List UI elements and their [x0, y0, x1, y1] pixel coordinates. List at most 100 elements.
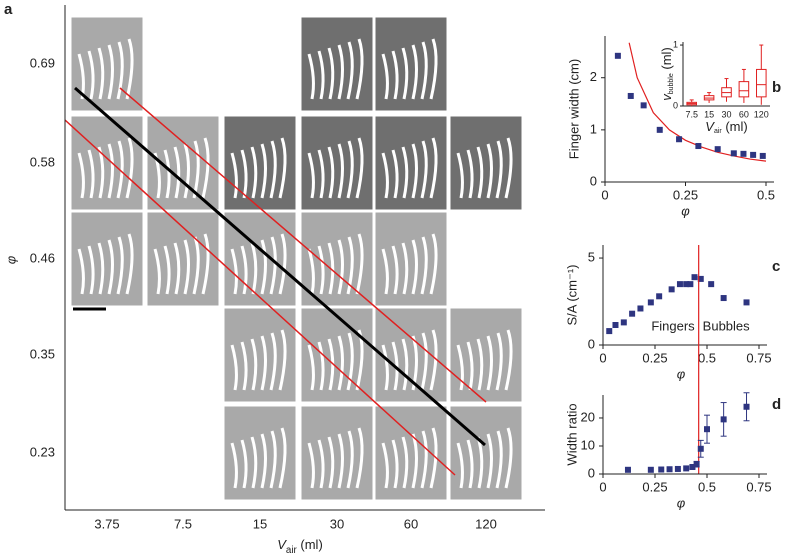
pattern: [411, 44, 418, 100]
point: [730, 150, 737, 157]
x-tick-label: 0.5: [698, 479, 716, 494]
pattern: [250, 436, 258, 489]
x-tick-label: 7.5: [685, 109, 698, 119]
axis-label: Finger width (cm): [566, 59, 581, 159]
point: [637, 305, 644, 312]
pattern: [420, 430, 428, 489]
point: [658, 466, 665, 473]
pattern: [466, 149, 474, 199]
y-tick-label: 0: [588, 465, 595, 480]
point: [666, 466, 673, 473]
pattern: [307, 344, 315, 391]
point: [620, 319, 627, 326]
pattern: [381, 344, 389, 391]
pattern: [77, 152, 85, 199]
x-tick-label: 120: [475, 516, 497, 531]
pattern: [355, 233, 364, 295]
x-tick-label: 120: [754, 109, 769, 119]
pattern: [77, 248, 85, 295]
y-tick-label: 5: [588, 249, 595, 264]
box: [756, 68, 767, 98]
pattern: [240, 341, 248, 391]
pattern: [355, 38, 364, 100]
pattern: [504, 137, 513, 199]
pattern: [355, 137, 364, 199]
pattern: [87, 245, 95, 295]
point: [714, 146, 721, 153]
pattern: [401, 146, 409, 199]
pattern: [230, 152, 238, 199]
point: [697, 445, 704, 452]
pattern: [116, 236, 124, 295]
pattern: [327, 47, 335, 100]
axis-label: φ: [677, 495, 686, 510]
point: [629, 310, 636, 317]
pattern: [317, 439, 325, 489]
pattern: [230, 442, 238, 489]
x-tick-label: 0: [601, 187, 608, 202]
point: [693, 461, 700, 468]
pattern: [107, 239, 114, 295]
pattern: [391, 341, 399, 391]
point: [656, 126, 663, 133]
axis-label: φ: [3, 255, 18, 264]
pattern: [327, 436, 335, 489]
y-tick-label: 0.58: [30, 154, 55, 169]
pattern: [420, 140, 428, 199]
x-axis-label: Vair (ml): [705, 119, 747, 134]
pattern: [355, 329, 364, 391]
pattern: [278, 329, 287, 391]
pattern: [269, 140, 277, 199]
pattern: [116, 140, 124, 199]
pattern: [317, 341, 325, 391]
pattern: [456, 344, 464, 391]
pattern: [183, 143, 190, 199]
pattern: [495, 430, 503, 489]
label-subscript: air: [286, 545, 298, 556]
pattern: [307, 53, 315, 100]
pattern: [476, 146, 484, 199]
pattern: [381, 248, 389, 295]
panel-label: d: [772, 396, 781, 413]
pattern: [337, 433, 344, 489]
pattern: [420, 332, 428, 391]
pattern: [278, 137, 287, 199]
panel-label: b: [772, 79, 781, 96]
pattern: [456, 152, 464, 199]
label-unit: (ml): [297, 537, 323, 552]
pattern: [317, 245, 325, 295]
point: [697, 275, 704, 282]
pattern: [240, 439, 248, 489]
y-tick-label: 0: [590, 173, 597, 188]
pattern: [466, 341, 474, 391]
pattern: [278, 233, 287, 295]
pattern: [486, 143, 493, 199]
pattern: [97, 242, 105, 295]
pattern: [429, 329, 438, 391]
point: [676, 281, 683, 288]
pattern: [391, 50, 399, 100]
pattern: [429, 137, 438, 199]
pattern: [411, 239, 418, 295]
x-tick-label: 15: [704, 109, 714, 119]
pattern: [317, 50, 325, 100]
axis-label: S/A (cm⁻¹): [564, 264, 579, 325]
point: [759, 152, 766, 159]
x-tick-label: 0.75: [746, 479, 771, 494]
pattern: [401, 436, 409, 489]
pattern: [346, 140, 354, 199]
point: [689, 463, 696, 470]
pattern: [429, 38, 438, 100]
pattern: [260, 143, 267, 199]
pattern: [153, 248, 161, 295]
pattern: [495, 140, 503, 199]
pattern: [260, 335, 267, 391]
pattern: [250, 338, 258, 391]
pattern: [420, 236, 428, 295]
fit-curve: [628, 42, 767, 162]
pattern: [307, 442, 315, 489]
x-tick-label: 0: [599, 479, 606, 494]
bound-line: [119, 87, 487, 403]
y-tick-label: 0: [673, 100, 678, 110]
